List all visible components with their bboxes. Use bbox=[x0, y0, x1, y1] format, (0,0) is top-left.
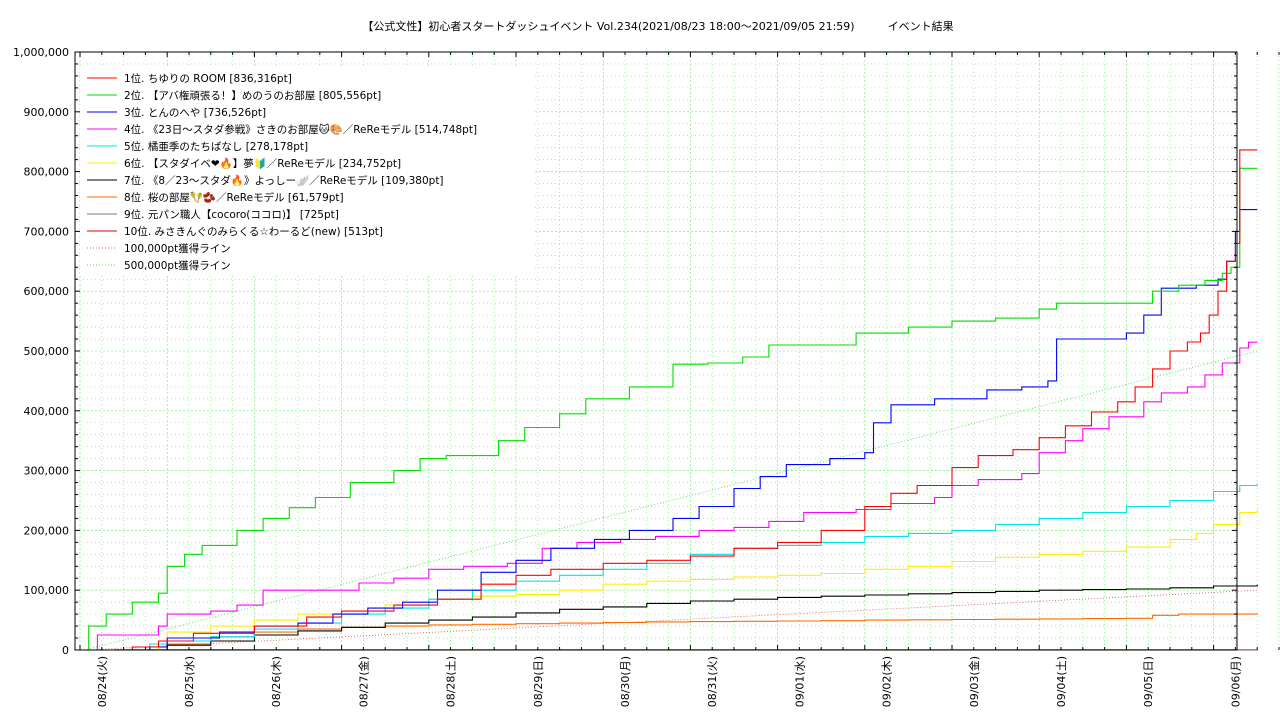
series-line-11 bbox=[84, 589, 1258, 651]
x-tick-label: 08/31(火) bbox=[706, 656, 719, 707]
x-tick-label: 09/04(土) bbox=[1055, 656, 1068, 707]
x-tick-label: 08/26(木) bbox=[270, 656, 283, 707]
legend-label: 7位. 《8／23〜スタダ🔥》よっしー🪽／ReReモデル [109,380pt] bbox=[124, 174, 444, 187]
legend-label: 100,000pt獲得ライン bbox=[124, 242, 231, 255]
x-axis: 08/24(火) 08/25(水) 08/26(木) 08/27(金) 08/28(土)… bbox=[79, 52, 1280, 707]
legend-label: 2位. 【アバ権頑張る！】めのうのお部屋 [805,556pt] bbox=[124, 89, 381, 102]
legend-label: 10位. みさきんぐのみらくる☆わーるど(new) [513pt] bbox=[124, 225, 383, 238]
series-line-6 bbox=[84, 509, 1258, 651]
y-tick-label: 500,000 bbox=[24, 345, 70, 358]
x-tick-label: 09/03(金) bbox=[967, 656, 981, 707]
x-tick-label: 08/29(日) bbox=[532, 656, 545, 707]
x-tick-label: 08/27(金) bbox=[356, 656, 370, 707]
series-line-5 bbox=[84, 483, 1258, 651]
series-line-7 bbox=[84, 584, 1258, 651]
y-tick-label: 400,000 bbox=[24, 405, 70, 418]
x-tick-label: 08/30(月) bbox=[619, 656, 632, 707]
y-tick-label: 900,000 bbox=[24, 106, 70, 119]
series-line-3 bbox=[84, 209, 1258, 651]
legend-label: 500,000pt獲得ライン bbox=[124, 259, 231, 272]
legend-background bbox=[80, 66, 535, 276]
x-tick-label: 08/25(水) bbox=[183, 656, 196, 707]
x-tick-label: 08/28(土) bbox=[445, 656, 458, 707]
series-line-12 bbox=[84, 350, 1258, 651]
x-tick-label: 08/24(火) bbox=[96, 656, 109, 707]
y-tick-label: 1,000,000 bbox=[13, 46, 69, 59]
x-tick-label: 09/01(水) bbox=[793, 656, 806, 707]
grid-lines bbox=[75, 52, 1280, 650]
legend-label: 8位. 桜の部屋🪇🫘／ReReモデル [61,579pt] bbox=[124, 191, 344, 204]
legend-label: 5位. 橘亜季のたちばなし [278,178pt] bbox=[124, 140, 308, 153]
legend-label: 9位. 元パン職人【cocoro(ココロ)】 [725pt] bbox=[124, 208, 339, 221]
series-line-8 bbox=[84, 613, 1258, 651]
series-line-2 bbox=[84, 167, 1258, 651]
y-axis: 0 100,000 200,000 300,000 400,000 500,000 600,… bbox=[13, 46, 1237, 657]
y-tick-label: 0 bbox=[62, 644, 69, 657]
legend-label: 3位. とんのへや [736,526pt] bbox=[124, 106, 266, 119]
y-tick-label: 700,000 bbox=[24, 225, 70, 238]
x-tick-label: 09/02(木) bbox=[881, 656, 894, 707]
series-line-1 bbox=[84, 149, 1258, 651]
legend-label: 1位. ちゆりの ROOM [836,316pt] bbox=[124, 72, 292, 85]
legend: 1位. ちゆりの ROOM [836,316pt] 2位. 【アバ権頑張る！】めの… bbox=[80, 66, 535, 276]
y-tick-label: 600,000 bbox=[24, 285, 70, 298]
series-line-4 bbox=[84, 341, 1258, 651]
chart-title: 【公式文性】初心者スタートダッシュイベント Vol.234(2021/08/23… bbox=[362, 19, 953, 33]
y-tick-label: 100,000 bbox=[24, 584, 70, 597]
y-tick-label: 200,000 bbox=[24, 524, 70, 537]
x-tick-label: 09/06(月) bbox=[1229, 656, 1242, 707]
legend-label: 6位. 【スタダイベ❤🔥】夢🔰／ReReモデル [234,752pt] bbox=[124, 157, 401, 170]
legend-label: 4位. 《23日〜スタダ参戦》さきのお部屋🐱🎨／ReReモデル [514,748… bbox=[124, 123, 477, 136]
y-tick-label: 800,000 bbox=[24, 166, 70, 179]
y-tick-label: 300,000 bbox=[24, 465, 70, 478]
x-tick-label: 09/05(日) bbox=[1142, 656, 1155, 707]
